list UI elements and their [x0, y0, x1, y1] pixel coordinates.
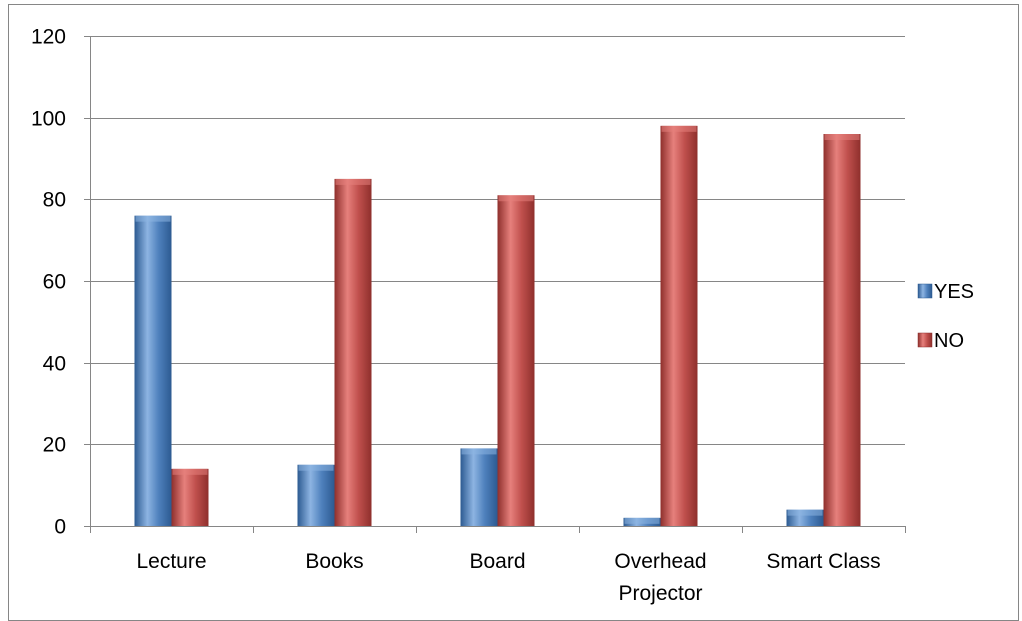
bar-body	[460, 448, 498, 526]
x-tick-label: Projector	[618, 582, 702, 605]
y-tick-label: 40	[43, 353, 66, 376]
bar-no	[334, 178, 372, 526]
axes	[84, 36, 906, 533]
bar-body	[334, 178, 372, 526]
bar-yes	[297, 464, 335, 526]
x-tick-label: Overhead	[614, 550, 706, 573]
legend-swatch	[917, 332, 933, 348]
y-tick-label: 80	[43, 189, 66, 212]
bar-cap	[787, 509, 823, 516]
bar-body	[297, 464, 335, 526]
legend-item-no: NO	[917, 330, 964, 352]
bar-yes	[460, 448, 498, 526]
bar-no	[497, 195, 535, 526]
bar-body	[497, 195, 535, 526]
bar-yes	[623, 517, 661, 526]
bar-cap	[461, 448, 497, 455]
legend-swatch	[917, 283, 933, 299]
bar-body	[823, 134, 861, 526]
x-tick-label: Lecture	[136, 550, 206, 573]
bars	[134, 125, 861, 526]
gridlines	[90, 36, 905, 445]
y-tick-label: 20	[43, 434, 66, 457]
legend-label: NO	[934, 330, 964, 352]
bar-body	[134, 215, 172, 526]
bar-no	[660, 125, 698, 526]
bar-no	[171, 468, 209, 526]
axis-labels: 0 20 40 60 80 100 120 Lecture Books Board Overhead…	[31, 26, 881, 606]
legend-label: YES	[934, 281, 974, 303]
legend: YES NO	[917, 281, 974, 352]
y-tick-label: 100	[31, 108, 66, 131]
x-tick-label: Smart Class	[766, 550, 880, 573]
bar-no	[823, 134, 861, 526]
y-tick-label: 60	[43, 271, 66, 294]
bar-cap	[335, 178, 371, 185]
bar-cap	[661, 125, 697, 132]
legend-item-yes: YES	[917, 281, 974, 303]
bar-body	[171, 468, 209, 526]
y-tick-label: 120	[31, 26, 66, 49]
bar-cap	[135, 215, 171, 222]
bar-yes	[786, 509, 824, 526]
bar-body	[660, 125, 698, 526]
bar-cap	[298, 464, 334, 471]
bar-yes	[134, 215, 172, 526]
bar-cap	[824, 134, 860, 140]
x-tick-label: Books	[305, 550, 363, 573]
bar-cap	[498, 195, 534, 202]
bar-cap	[172, 468, 208, 475]
x-tick-label: Board	[469, 550, 525, 573]
y-tick-label: 0	[54, 516, 66, 539]
bar-cap	[624, 517, 660, 524]
